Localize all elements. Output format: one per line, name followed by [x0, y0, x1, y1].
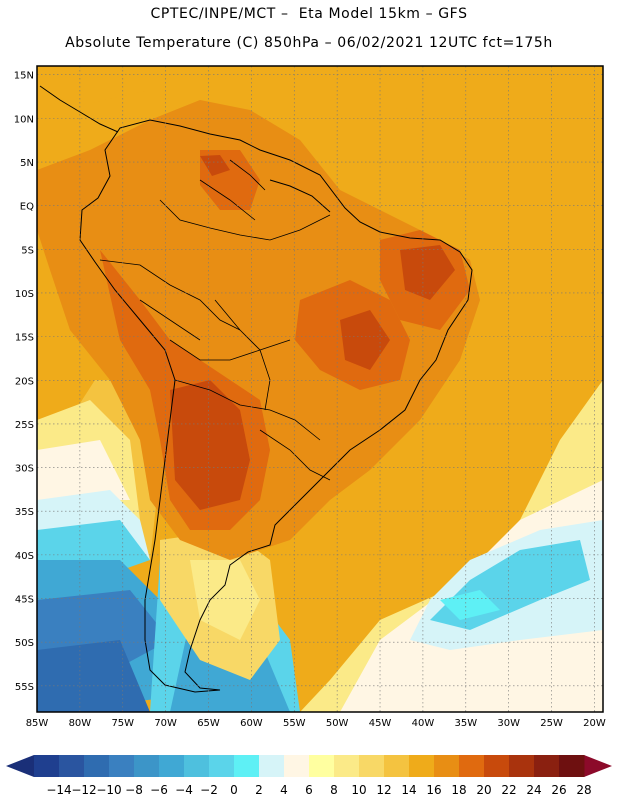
colorbar-swatch [184, 755, 210, 777]
longitude-label: 40W [412, 718, 435, 729]
map-frame [36, 65, 604, 713]
colorbar-swatch [134, 755, 160, 777]
colorbar-tick-label: −10 [96, 783, 121, 797]
colorbar-tick-label: 26 [551, 783, 566, 797]
latitude-label: 10S [15, 289, 34, 300]
colorbar-swatch [434, 755, 460, 777]
longitude-label: 35W [454, 718, 477, 729]
colorbar-tick-label: −6 [150, 783, 168, 797]
colorbar-tick-label: 2 [255, 783, 263, 797]
colorbar-swatch [484, 755, 510, 777]
colorbar-swatch [209, 755, 235, 777]
colorbar-tick-label: −8 [125, 783, 143, 797]
longitude-labels: 85W 80W 75W 70W 65W 60W 55W 50W 45W 40W 35W 30W 25W 2… [26, 718, 606, 729]
latitude-label: 30S [15, 464, 34, 475]
colorbar-swatch [359, 755, 385, 777]
colorbar-swatch [234, 755, 260, 777]
colorbar-under-triangle [6, 755, 34, 777]
colorbar-tick-label: −12 [71, 783, 96, 797]
longitude-label: 20W [583, 718, 606, 729]
longitude-label: 85W [26, 718, 49, 729]
colorbar-tick-label: 12 [376, 783, 391, 797]
colorbar-tick-label: 14 [401, 783, 416, 797]
colorbar-tick-label: 6 [305, 783, 313, 797]
longitude-label: 25W [540, 718, 563, 729]
colorbar-tick-label: 0 [230, 783, 238, 797]
colorbar-tick-label: −14 [46, 783, 71, 797]
colorbar-swatch [59, 755, 85, 777]
country-borders [99, 159, 331, 481]
colorbar-swatch [109, 755, 135, 777]
colorbar-swatch [409, 755, 435, 777]
latitude-label: 40S [15, 551, 34, 562]
latitude-label: EQ [20, 202, 34, 213]
colorbar-swatch [384, 755, 410, 777]
colorbar-tick-label: 4 [280, 783, 288, 797]
colorbar-tick-label: 24 [526, 783, 541, 797]
latitude-label: 35S [15, 507, 34, 518]
latitude-label: 15N [14, 71, 34, 82]
colorbar-tick-label: 20 [476, 783, 491, 797]
colorbar-swatch [34, 755, 60, 777]
colorbar-tick-label: 22 [501, 783, 516, 797]
longitude-label: 60W [240, 718, 263, 729]
latitude-label: 20S [15, 376, 34, 387]
latitude-label: 5N [20, 158, 34, 169]
colorbar-swatch [534, 755, 560, 777]
latitude-label: 50S [15, 638, 34, 649]
longitude-label: 30W [497, 718, 520, 729]
latitude-label: 10N [14, 114, 34, 125]
colorbar-tick-label: 16 [426, 783, 441, 797]
map-title-line-2: Absolute Temperature (C) 850hPa – 06/02/… [65, 35, 553, 51]
colorbar-over-triangle [584, 755, 612, 777]
latitude-label: 25S [15, 420, 34, 431]
colorbar-tick-label: 28 [576, 783, 591, 797]
longitude-label: 75W [111, 718, 134, 729]
colorbar-swatch [334, 755, 360, 777]
latitude-label: 15S [15, 333, 34, 344]
colorbar-swatch [459, 755, 485, 777]
coastlines [39, 85, 473, 693]
colorbar-tick-label: 10 [351, 783, 366, 797]
colorbar-swatch [509, 755, 535, 777]
colorbar-tick-label: −2 [200, 783, 218, 797]
longitude-label: 80W [69, 718, 92, 729]
temperature-field [37, 66, 603, 712]
latitude-label: 55S [15, 682, 34, 693]
colorbar-swatch [284, 755, 310, 777]
latitude-label: 45S [15, 595, 34, 606]
colorbar-tick-label: 8 [330, 783, 338, 797]
colorbar-tick-label: 18 [451, 783, 466, 797]
longitude-label: 50W [326, 718, 349, 729]
colorbar-swatch [309, 755, 335, 777]
latitude-label: 5S [21, 245, 34, 256]
longitude-label: 65W [197, 718, 220, 729]
latitude-labels: 15N 10N 5N EQ 5S 10S 15S 20S 25S 30S 35S 40S 45S 50S 5… [14, 71, 34, 693]
colorbar-swatch [159, 755, 185, 777]
longitude-label: 70W [154, 718, 177, 729]
map-title-line-1: CPTEC/INPE/MCT – Eta Model 15km – GFS [150, 6, 468, 22]
colorbar-swatch [559, 755, 585, 777]
longitude-label: 45W [369, 718, 392, 729]
longitude-label: 55W [283, 718, 306, 729]
colorbar-tick-label: −4 [175, 783, 193, 797]
colorbar-swatch [259, 755, 285, 777]
colorbar-swatch [84, 755, 110, 777]
temperature-colorbar: −14 −12 −10 −8 −6 −4 −2 0 2 4 6 8 10 12 14 16 18 20 22 24 26… [6, 755, 612, 797]
